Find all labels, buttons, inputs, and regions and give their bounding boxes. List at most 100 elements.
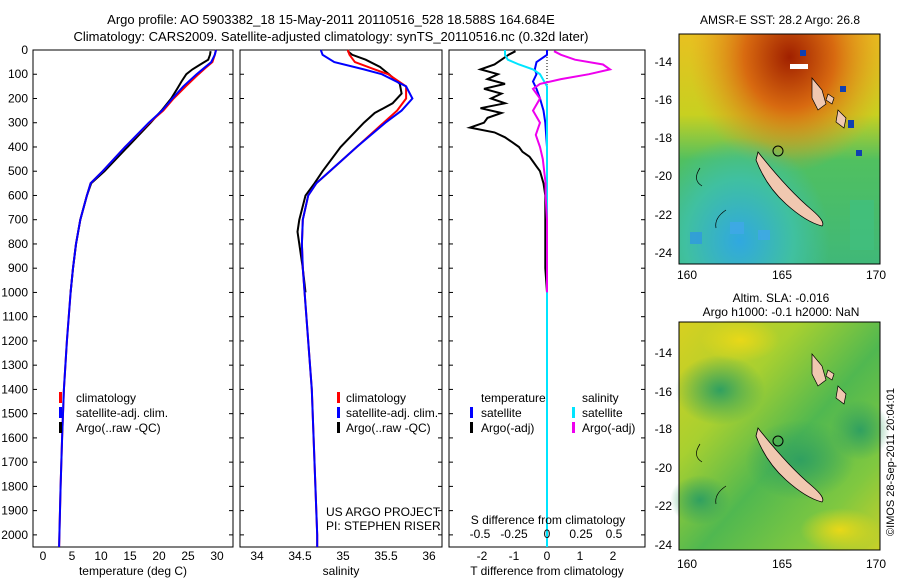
header-line2: Climatology: CARS2009. Satellite-adjuste… <box>74 29 589 44</box>
sal-tick-label: 34.5 <box>288 549 312 563</box>
legend-header-temperature: temperature <box>481 391 546 405</box>
imos-credit: ©IMOS 28-Sep-2011 20:04:01 <box>885 388 897 536</box>
sla-map-frame <box>678 321 881 551</box>
sla-low-anomaly <box>675 355 765 425</box>
temp-satellite-line <box>58 49 217 548</box>
t-tick-label: -2 <box>477 549 488 563</box>
sst-map-panel: AMSR-E SST: 28.2 Argo: 26.8 -14 -16 -18 … <box>655 13 887 282</box>
vanuatu-islands <box>811 353 847 405</box>
sst-dark-cell <box>848 120 854 128</box>
argo-float-marker <box>772 145 784 157</box>
salinity-panel: 34 34.5 35 35.5 36 salinity climatology … <box>239 49 443 578</box>
depth-tick-label: 500 <box>8 164 28 178</box>
t-difference-axis: -2 -1 0 1 2 <box>477 549 617 563</box>
temp-tick-label: 10 <box>94 549 108 563</box>
t-tick-label: 2 <box>610 549 617 563</box>
new-caledonia-island <box>755 427 824 503</box>
lat-tick-label: -24 <box>655 538 673 552</box>
lat-tick-label: -22 <box>655 208 673 222</box>
island-shape <box>825 93 835 105</box>
legend-label: Argo(-adj) <box>481 421 534 435</box>
temp-tick-label: 15 <box>123 549 137 563</box>
sla-high-anomaly <box>800 508 880 552</box>
temp-tick-label: 0 <box>40 549 47 563</box>
lat-tick-label: -16 <box>655 385 673 399</box>
island-shape <box>835 109 847 129</box>
diff-sal-argo-line <box>531 50 613 293</box>
legend-swatch-temp-satellite <box>470 407 473 418</box>
legend-label: Argo(..raw -QC) <box>76 421 161 435</box>
lat-tick-label: -16 <box>655 93 673 107</box>
s-difference-label: S difference from climatology <box>471 513 626 527</box>
sal-tick-label: 35 <box>336 549 350 563</box>
legend-swatch-sal-argo <box>572 422 575 433</box>
lat-tick-label: -18 <box>655 422 673 436</box>
temp-tick-label: 30 <box>210 549 224 563</box>
lat-tick-label: -14 <box>655 346 673 360</box>
legend-label: climatology <box>346 391 406 405</box>
temperature-x-label: temperature (deg C) <box>79 564 187 578</box>
t-tick-label: 0 <box>544 549 551 563</box>
depth-tick-label: 2000 <box>1 528 28 542</box>
lat-tick-label: -22 <box>655 499 673 513</box>
difference-legend: temperature salinity satellite Argo(-adj… <box>470 391 635 435</box>
sst-lat-axis: -14 -16 -18 -20 -22 -24 <box>655 55 673 260</box>
depth-tick-label: 200 <box>8 91 28 105</box>
s-tick-label: -0.5 <box>470 527 491 541</box>
island-shape <box>825 369 835 381</box>
legend-label: satellite-adj. clim. <box>76 406 168 420</box>
legend-swatch-temp-argo <box>470 422 473 433</box>
temperature-panel: 0100200300400500600700800900100011001200… <box>1 43 645 578</box>
argo-float-marker <box>772 435 784 447</box>
temperature-legend: climatology satellite-adj. clim. Argo(..… <box>59 391 168 435</box>
reef-outline <box>696 443 727 505</box>
temp-climatology-line <box>58 49 217 548</box>
depth-tick-label: 1600 <box>1 431 28 445</box>
s-tick-label: 0.5 <box>606 527 623 541</box>
lat-tick-label: -20 <box>655 461 673 475</box>
legend-label: climatology <box>76 391 136 405</box>
sst-cool-cell <box>850 200 874 250</box>
sla-low-anomaly <box>830 400 890 460</box>
difference-x-label: T difference from climatology <box>470 564 624 578</box>
sst-lon-axis: 160 165 170 <box>677 268 886 282</box>
lat-tick-label: -18 <box>655 131 673 145</box>
depth-tick-label: 1100 <box>2 310 28 324</box>
depth-tick-label: 400 <box>8 140 28 154</box>
lat-tick-label: -20 <box>655 169 673 183</box>
depth-tick-label: 0 <box>21 43 28 57</box>
sst-cool-cell <box>730 222 744 234</box>
reef-outline <box>696 167 727 229</box>
legend-swatch-satellite <box>59 407 62 418</box>
island-shape <box>811 353 827 387</box>
legend-swatch-climatology <box>59 392 62 403</box>
legend-swatch-sal-satellite <box>572 407 575 418</box>
lon-tick-label: 165 <box>772 268 792 282</box>
depth-tick-label: 1800 <box>1 479 28 493</box>
temp-argo-line <box>69 51 212 293</box>
depth-tick-label: 1200 <box>1 334 28 348</box>
lat-tick-label: -24 <box>655 246 673 260</box>
depth-tick-label: 100 <box>8 67 28 81</box>
depth-tick-label: 1400 <box>1 382 28 396</box>
t-tick-label: -1 <box>509 549 520 563</box>
header-line1: Argo profile: AO 5903382_18 15-May-2011 … <box>107 12 555 27</box>
sst-cool-cell <box>690 232 702 244</box>
t-tick-label: 1 <box>577 549 584 563</box>
salinity-x-label: salinity <box>323 564 360 578</box>
difference-panel: temperature salinity satellite Argo(-adj… <box>448 49 646 578</box>
legend-swatch-argo <box>59 422 62 433</box>
sla-lat-axis: -14 -16 -18 -20 -22 -24 <box>655 346 673 552</box>
lon-tick-label: 160 <box>677 557 697 571</box>
new-caledonia-island <box>755 151 824 227</box>
legend-swatch-satellite <box>337 407 340 418</box>
sal-tick-label: 34 <box>250 549 264 563</box>
sst-cool-cell <box>758 230 770 240</box>
legend-label: satellite <box>582 406 623 420</box>
sst-missing-strip <box>790 64 808 69</box>
salinity-axes-frame <box>239 49 443 548</box>
temp-tick-label: 5 <box>69 549 76 563</box>
sal-climatology-line <box>300 49 408 547</box>
depth-tick-label: 600 <box>8 188 28 202</box>
